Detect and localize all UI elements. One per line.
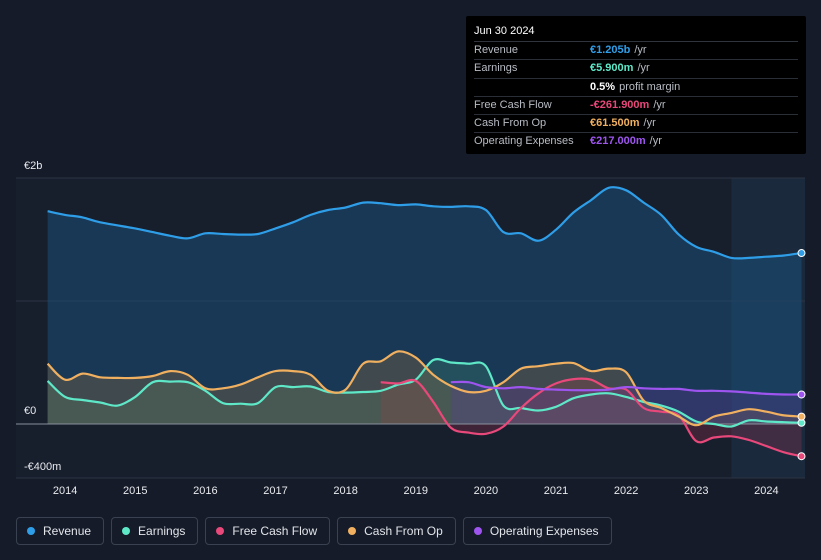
- tooltip-row-label: [474, 79, 590, 96]
- tooltip-row-unit: /yr: [653, 98, 666, 111]
- free-cash-flow-end-marker: [797, 452, 806, 461]
- x-tick-label: 2023: [684, 485, 709, 497]
- legend-label: Free Cash Flow: [232, 524, 318, 538]
- free-cash-flow-line: [380, 377, 802, 458]
- tooltip-row-unit: /yr: [637, 62, 650, 75]
- tooltip-row: Earnings €5.900m/yr: [474, 60, 798, 79]
- tooltip-row-value: €5.900m: [590, 62, 634, 75]
- legend-dot-icon: [348, 527, 357, 535]
- tooltip-row-value: 0.5%: [590, 80, 616, 93]
- x-tick-label: 2022: [613, 485, 639, 497]
- earnings-area: [47, 359, 802, 427]
- legend-item-earnings[interactable]: Earnings: [111, 517, 199, 545]
- operating-expenses-line: [450, 380, 802, 396]
- x-tick-label: 2020: [473, 485, 499, 497]
- cash-from-op-line: [46, 350, 802, 427]
- legend-item-cash-from-op[interactable]: Cash From Op: [337, 517, 456, 545]
- x-tick-label: 2021: [543, 485, 569, 497]
- tooltip-row-unit: /yr: [643, 117, 656, 130]
- legend-label: Earnings: [138, 524, 186, 538]
- operating-expenses-end-marker: [797, 390, 806, 399]
- x-tick-label: 2024: [754, 485, 779, 497]
- y-tick-top: €2b: [24, 160, 43, 172]
- tooltip-row-label: Revenue: [474, 44, 519, 56]
- tooltip-row: Free Cash Flow -€261.900m/yr: [474, 97, 798, 116]
- x-tick-label: 2014: [52, 485, 78, 497]
- tooltip-row: Operating Expenses €217.000m/yr: [474, 133, 798, 150]
- tooltip-date: Jun 30 2024: [474, 24, 798, 42]
- x-tick-label: 2019: [403, 485, 428, 497]
- legend-dot-icon: [473, 527, 482, 535]
- legend-dot-icon: [27, 527, 35, 535]
- tooltip-row-value: €61.500m: [590, 117, 640, 130]
- legend-item-free-cash-flow[interactable]: Free Cash Flow: [205, 517, 331, 545]
- tooltip-row-label: Cash From Op: [474, 117, 547, 130]
- legend-item-revenue[interactable]: Revenue: [16, 517, 105, 545]
- revenue-area: [47, 187, 802, 424]
- x-tick-label: 2017: [263, 485, 288, 497]
- tooltip-row: 0.5% profit margin: [474, 79, 798, 97]
- cash-from-op-end-marker: [797, 412, 806, 421]
- x-tick-label: 2018: [333, 485, 358, 497]
- tooltip-row: Cash From Op €61.500m/yr: [474, 115, 798, 134]
- tooltip-row-unit: /yr: [634, 44, 647, 56]
- legend-item-operating-expenses[interactable]: Operating Expenses: [462, 517, 612, 545]
- tooltip-row-unit: /yr: [649, 135, 662, 148]
- tooltip-row-label: Operating Expenses: [474, 135, 574, 148]
- revenue-line: [47, 186, 802, 260]
- legend-label: Cash From Op: [364, 524, 443, 538]
- legend-dot-icon: [216, 527, 225, 535]
- x-tick-label: 2016: [193, 485, 218, 497]
- x-tick-label: 2015: [122, 485, 148, 497]
- tooltip-rows: Revenue €1.205b/yr Earnings €5.900m/yr 0.5% p…: [474, 42, 798, 151]
- tooltip-row: Revenue €1.205b/yr: [474, 42, 798, 61]
- tooltip-row-unit: profit margin: [619, 80, 681, 93]
- free-cash-flow-area: [380, 378, 802, 457]
- tooltip-row-value: -€261.900m: [590, 98, 650, 111]
- earnings-line: [46, 358, 802, 428]
- revenue-end-marker: [797, 249, 806, 258]
- legend-label: Operating Expenses: [489, 524, 599, 538]
- tooltip-row-value: €217.000m: [590, 135, 646, 148]
- legend-dot-icon: [122, 527, 131, 535]
- tooltip-row-value: €1.205b: [590, 44, 631, 56]
- legend: Revenue Earnings Free Cash Flow Cash From O…: [16, 517, 612, 545]
- legend-label: Revenue: [43, 524, 92, 538]
- tooltip-row-label: Earnings: [474, 62, 518, 75]
- data-tooltip: Jun 30 2024 Revenue €1.205b/yr Earnings €5.…: [466, 16, 806, 154]
- tooltip-row-label: Free Cash Flow: [474, 98, 552, 111]
- y-tick-bottom: -€400m: [24, 461, 62, 473]
- y-tick-zero: €0: [24, 405, 37, 417]
